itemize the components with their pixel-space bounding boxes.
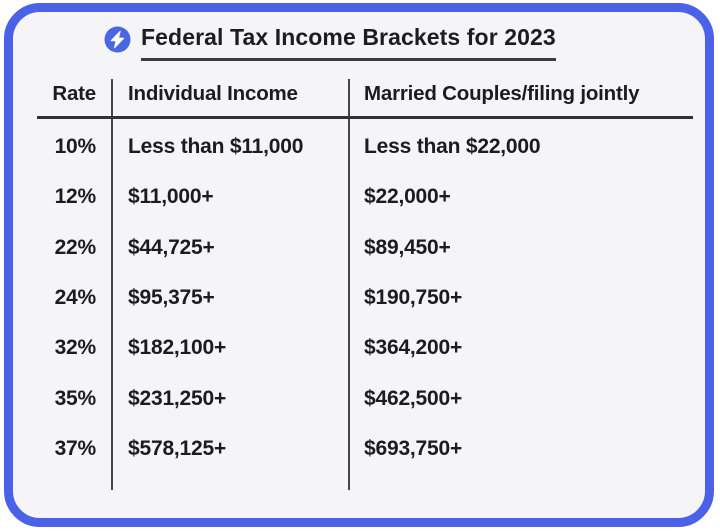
individual-income-cell: $231,250+ (128, 386, 227, 410)
header-individual-income: Individual Income (128, 82, 298, 105)
table-row: 12% $11,000+ $22,000+ (12, 172, 708, 222)
header-underline (37, 116, 693, 119)
table-body: 10% Less than $11,000 Less than $22,000 … (12, 122, 708, 474)
rate-cell: 24% (54, 286, 97, 310)
table-row: 37% $578,125+ $693,750+ (12, 424, 708, 474)
rate-cell: 12% (54, 185, 97, 209)
table-row: 10% Less than $11,000 Less than $22,000 (12, 122, 708, 172)
column-divider-individual (348, 79, 350, 490)
header-rate: Rate (52, 82, 96, 105)
individual-income-cell: Less than $11,000 (128, 135, 304, 159)
flash-circle-icon (104, 26, 131, 53)
page-title: Federal Tax Income Brackets for 2023 (141, 24, 556, 61)
individual-income-cell: $11,000+ (128, 185, 214, 209)
individual-income-cell: $44,725+ (128, 235, 215, 259)
married-couples-cell: Less than $22,000 (364, 135, 541, 159)
column-divider-rate (111, 79, 113, 490)
married-couples-cell: $190,750+ (364, 286, 463, 310)
table-row: 22% $44,725+ $89,450+ (12, 223, 708, 273)
rate-cell: 32% (54, 336, 97, 360)
table-header-row: Rate Individual Income Married Couples/f… (12, 82, 708, 106)
married-couples-cell: $693,750+ (364, 436, 463, 460)
table-row: 32% $182,100+ $364,200+ (12, 323, 708, 373)
rate-cell: 10% (54, 135, 97, 159)
married-couples-cell: $89,450+ (364, 235, 451, 259)
rate-cell: 35% (54, 386, 97, 410)
rate-cell: 22% (54, 235, 97, 259)
header-married-couples: Married Couples/filing jointly (364, 82, 640, 105)
married-couples-cell: $462,500+ (364, 386, 463, 410)
individual-income-cell: $182,100+ (128, 336, 227, 360)
individual-income-cell: $95,375+ (128, 286, 215, 310)
rate-cell: 37% (54, 436, 97, 460)
individual-income-cell: $578,125+ (128, 436, 227, 460)
tax-brackets-card (4, 3, 714, 527)
table-row: 24% $95,375+ $190,750+ (12, 273, 708, 323)
married-couples-cell: $364,200+ (364, 336, 463, 360)
table-row: 35% $231,250+ $462,500+ (12, 373, 708, 423)
married-couples-cell: $22,000+ (364, 185, 451, 209)
